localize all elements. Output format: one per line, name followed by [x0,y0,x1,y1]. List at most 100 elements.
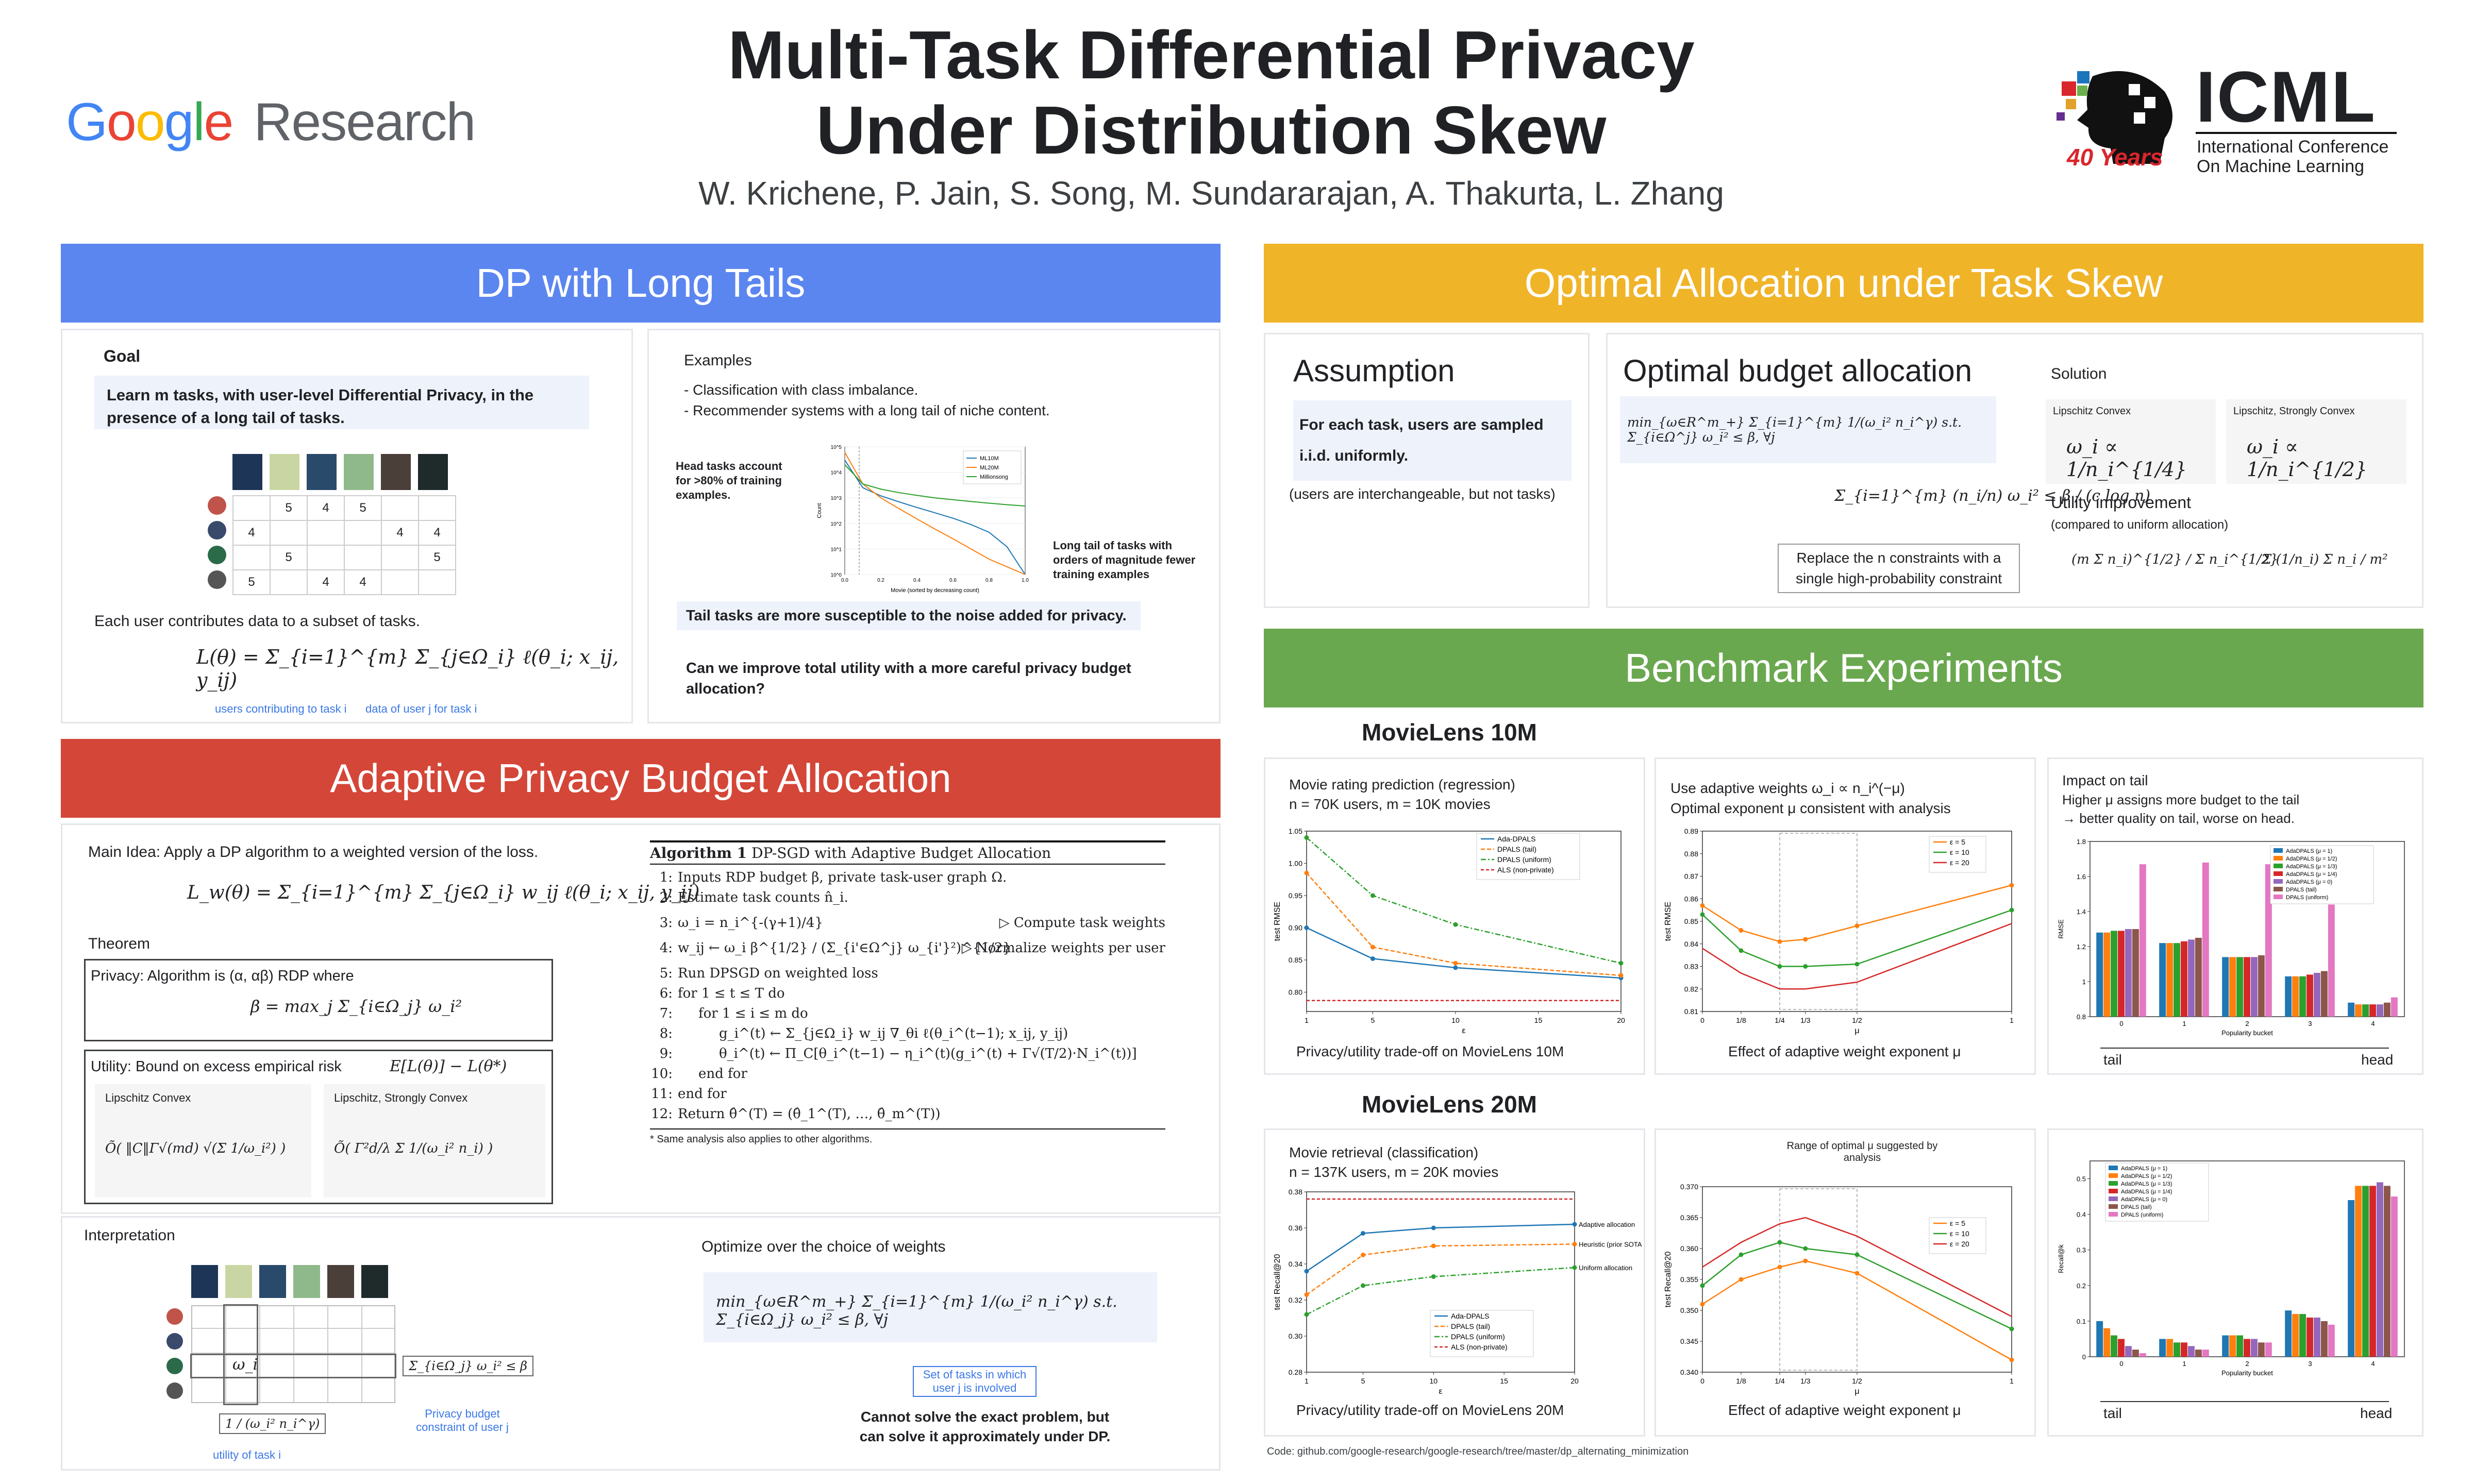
code-link[interactable]: Code: github.com/google-research/google-… [1267,1446,1689,1457]
legend-entry: AdaDPALS (μ = 1/2) [2121,1173,2172,1179]
bar [2229,1335,2236,1357]
bar [2258,1342,2265,1357]
data-point [1370,956,1375,961]
theorem-heading: Theorem [88,935,151,952]
movie-poster [361,1265,388,1298]
bar [2299,976,2306,1017]
data-point [1572,1222,1577,1227]
goal-text-2: presence of a long tail of tasks. [107,409,345,427]
ml20m-p1-line2: n = 137K users, m = 20K movies [1289,1164,1499,1180]
matrix-cell: 5 [270,495,308,521]
utility-sub-1: Lipschitz Convex Õ( ‖C‖Γ√(md) √(Σ 1/ω_i²… [95,1084,311,1198]
assumption-title: Assumption [1293,353,1455,388]
privacy-text: Privacy: Algorithm is (α, αβ) RDP where [91,968,354,984]
x-tick-label: 1/8 [1736,1377,1746,1385]
algorithm-line-text: ω_i = n_i^{-(γ+1)/4} [678,915,824,931]
bar [2202,862,2209,1017]
interpretation-heading: Interpretation [84,1227,175,1244]
legend-swatch [2109,1196,2118,1201]
data-point [1700,1302,1705,1307]
y-tick-label: 0.89 [1684,827,1698,835]
bar [2159,943,2166,1017]
bar [2187,939,2195,1017]
y-tick-label: 10^5 [831,445,842,450]
algorithm-line-number: 8: [659,1026,673,1041]
avatar [166,1308,183,1325]
algorithm-lines: 1: Inputs RDP budget β, private task-user… [650,868,1165,1124]
ml10m-arrow [2100,1048,2389,1049]
data-point [1854,1252,1860,1257]
section-adaptive: Adaptive Privacy Budget Allocation [61,739,1221,818]
icml-wordmark: ICML [2196,56,2377,137]
legend-swatch [2109,1204,2118,1209]
y-tick-label: 0.81 [1684,1007,1698,1016]
x-tick-label: 1.0 [1022,578,1029,583]
utility-improvement: Utility improvement [2051,493,2192,512]
bar [2174,1342,2181,1357]
ml20m-panel-1: Movie retrieval (classification) n = 137… [1264,1128,1645,1437]
x-tick-label: 1/2 [1852,1377,1862,1385]
bar [2096,932,2103,1017]
matrix-cell [418,495,456,521]
y-tick-label: 0.87 [1684,872,1698,881]
x-tick-label: 1/3 [1800,1016,1811,1024]
algorithm-line-text: g_i^(t) ← Σ_{j∈Ω_i} w_ij ∇_θi ℓ(θ_i^(t−1… [719,1026,1068,1041]
x-tick-label: 15 [1534,1016,1543,1024]
x-tick-label: 2 [2245,1020,2249,1027]
optimize-heading: Optimize over the choice of weights [701,1238,946,1255]
bar [2355,1004,2362,1017]
interp-col-highlight [223,1304,258,1405]
series-annotation: Adaptive allocation [1579,1221,1635,1228]
series-line [1702,923,2012,990]
x-axis-label: Popularity bucket [2221,1029,2273,1037]
legend-entry: AdaDPALS (μ = 1) [2286,848,2332,854]
y-tick-label: 10^3 [831,496,842,501]
movie-posters [232,454,490,490]
bar [2229,957,2236,1017]
algorithm-line-number: 1: [659,870,673,885]
matrix-cell: 4 [232,520,271,546]
privacy-box: Privacy: Algorithm is (α, αβ) RDP where … [84,959,553,1041]
algorithm-title: Algorithm 1 DP-SGD with Adaptive Budget … [650,840,1165,865]
legend-entry: ε = 20 [1950,858,1969,867]
matrix-cell [232,545,271,570]
x-tick-label: 10 [1451,1016,1460,1024]
x-tick-label: 0.0 [841,578,848,583]
bar [2362,1186,2369,1357]
matrix-cell: 4 [418,520,456,546]
algorithm-line-comment: ▷ Compute task weights [999,915,1165,931]
matrix-cell: 5 [232,569,271,595]
y-tick-label: 0.2 [2077,1282,2086,1290]
legend-swatch [2274,871,2283,876]
data-point [1572,1242,1577,1246]
bar [2103,932,2111,1017]
series-line [1306,1223,1575,1272]
note-data: data of user j for task i [365,702,477,715]
ml10m-p3-line2: Higher μ assigns more budget to the tail [2062,792,2300,807]
y-tick-label: 0.85 [1289,956,1302,964]
optimal-budget-title: Optimal budget allocation [1623,353,1972,388]
avatar [166,1382,183,1399]
utility-text: Utility: Bound on excess empirical risk [91,1058,342,1075]
legend-entry: AdaDPALS (μ = 1/3) [2121,1181,2172,1187]
matrix-cell [344,520,382,546]
algorithm-line: 4: w_ij ← ω_i β^{1/2} / (Σ_{i'∈Ω^j} ω_{i'… [650,938,1165,958]
privacy-formula: β = max_j Σ_{i∈Ω_j} ω_i² [250,997,462,1016]
legend-entry: Ada-DPALS [1451,1312,1489,1320]
sol2-formula: ω_i ∝ 1/n_i^{1/2} [2247,435,2367,481]
algorithm-box: Algorithm 1 DP-SGD with Adaptive Budget … [650,840,1165,1201]
legend-box [2105,1162,2209,1222]
bar [2111,1335,2118,1357]
legend-entry: DPALS (uniform) [1451,1333,1505,1341]
bar [2181,941,2187,1017]
algorithm-line-comment: ▷ Normalize weights per user [961,940,1165,956]
x-tick-label: 1/4 [1775,1016,1785,1024]
bar [2328,904,2335,1017]
data-point [1304,870,1309,875]
movie-poster [344,454,374,490]
legend-entry: DPALS (tail) [2286,887,2317,893]
bar [2244,957,2250,1017]
